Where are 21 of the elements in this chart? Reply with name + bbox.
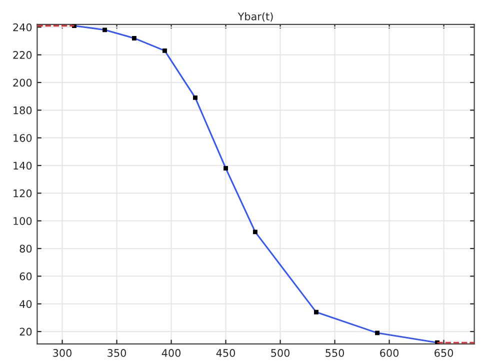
y-tick-label: 40 (20, 300, 32, 308)
x-tick-label: 450 (216, 349, 236, 357)
y-tick-label: 20 (20, 328, 32, 336)
y-tick-label: 200 (13, 78, 32, 87)
x-tick-label: 550 (326, 349, 344, 357)
y-tick-label: 160 (14, 134, 32, 142)
x-tick-label: 650 (434, 349, 454, 357)
x-tick-label: 600 (380, 349, 399, 357)
chart-title: Ybar(t) (238, 12, 273, 22)
x-tick-label: 400 (162, 349, 181, 357)
y-tick-label: 60 (20, 272, 32, 280)
x-tick-label: 500 (271, 349, 290, 357)
y-tick-label: 140 (14, 162, 32, 170)
x-tick-label: 300 (53, 349, 72, 357)
y-tick-label: 100 (14, 217, 32, 225)
y-tick-label: 240 (13, 23, 32, 32)
y-tick-label: 180 (14, 106, 32, 114)
y-tick-label: 120 (14, 189, 32, 198)
y-tick-label: 80 (20, 244, 32, 253)
y-tick-label: 220 (13, 51, 32, 59)
x-tick-label: 350 (108, 349, 126, 357)
